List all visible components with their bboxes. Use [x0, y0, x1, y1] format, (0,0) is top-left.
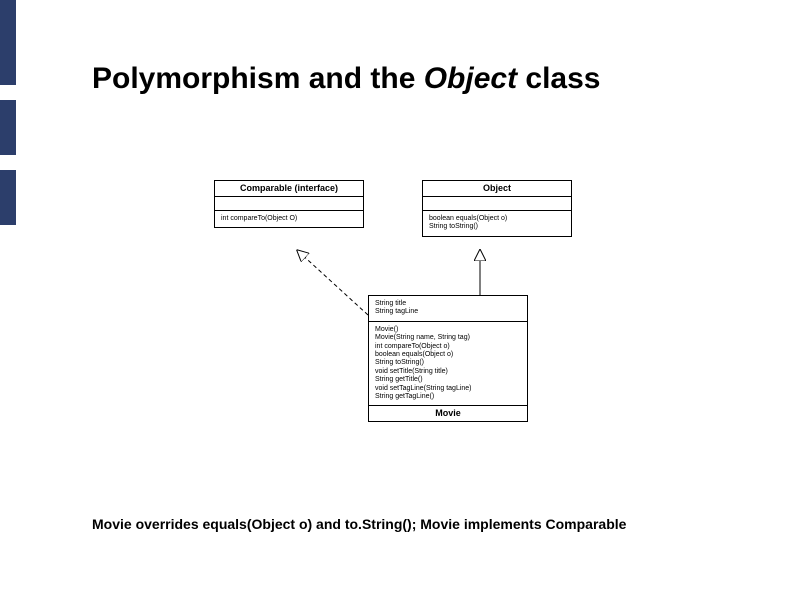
uml-movie-fields: String title String tagLine — [369, 296, 527, 322]
title-prefix: Polymorphism and the — [92, 62, 424, 95]
uml-object-methods: boolean equals(Object o) String toString… — [423, 211, 571, 236]
uml-field: String title — [375, 300, 521, 308]
sidebar-tab — [0, 0, 16, 85]
uml-object-header: Object — [423, 181, 571, 197]
uml-field: String tagLine — [375, 308, 521, 316]
sidebar-tab — [0, 100, 16, 155]
uml-method: int compareTo(Object O) — [221, 215, 357, 223]
uml-method: String getTagLine() — [375, 393, 521, 401]
uml-movie-methods: Movie() Movie(String name, String tag) i… — [369, 322, 527, 407]
uml-comparable: Comparable (interface) int compareTo(Obj… — [214, 180, 364, 228]
uml-method: void setTitle(String title) — [375, 368, 521, 376]
title-italic: Object — [424, 62, 517, 95]
uml-method: boolean equals(Object o) — [375, 351, 521, 359]
uml-method: Movie(String name, String tag) — [375, 334, 521, 342]
uml-method: String getTitle() — [375, 376, 521, 384]
sidebar-tab — [0, 170, 16, 225]
caption: Movie overrides equals(Object o) and to.… — [92, 516, 626, 532]
uml-method: String toString() — [375, 359, 521, 367]
uml-comparable-methods: int compareTo(Object O) — [215, 211, 363, 227]
uml-method: void setTagLine(String tagLine) — [375, 385, 521, 393]
realization-arrow — [298, 251, 368, 315]
uml-comparable-fields — [215, 197, 363, 211]
uml-movie-footer: Movie — [369, 406, 527, 421]
uml-movie: String title String tagLine Movie() Movi… — [368, 295, 528, 422]
slide-title: Polymorphism and the Object class — [92, 62, 601, 96]
uml-object: Object boolean equals(Object o) String t… — [422, 180, 572, 237]
uml-method: String toString() — [429, 223, 565, 231]
uml-comparable-header: Comparable (interface) — [215, 181, 363, 197]
uml-method: boolean equals(Object o) — [429, 215, 565, 223]
uml-object-fields — [423, 197, 571, 211]
uml-method: Movie() — [375, 326, 521, 334]
title-suffix: class — [517, 62, 600, 95]
uml-diagram: Comparable (interface) int compareTo(Obj… — [190, 165, 610, 495]
uml-method: int compareTo(Object o) — [375, 343, 521, 351]
